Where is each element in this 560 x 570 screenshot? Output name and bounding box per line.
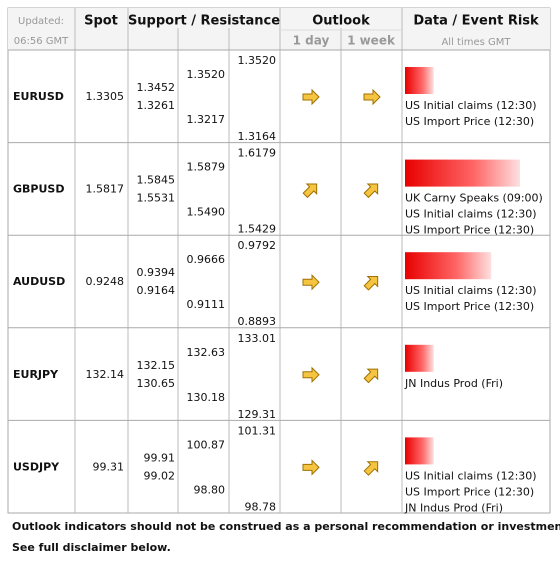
spot: 132.14 [86,368,125,381]
event: US Initial claims (12:30) [405,284,537,297]
footer-line: See full disclaimer below. [12,541,171,554]
day-header: 1 day [293,34,330,48]
resistance: 101.31 [238,424,277,437]
resistance: 99.91 [144,451,176,464]
spot: 0.9248 [86,275,125,288]
support: 98.78 [245,500,277,513]
outlook-arrow [363,276,379,291]
support: 129.31 [238,408,277,421]
pair: EURJPY [13,368,59,381]
support: 1.5490 [187,206,226,219]
arrow-shape [302,366,320,384]
pair: AUDUSD [13,275,65,288]
outlook-arrow [302,183,318,199]
outlook-arrow [302,88,320,106]
risk-bar [405,437,434,465]
resistance: 132.63 [187,346,226,359]
support: 0.8893 [238,315,277,328]
outlook-arrow [363,88,381,106]
header-bg [8,8,550,50]
event: US Import Price (12:30) [405,224,534,237]
resistance: 1.3520 [187,68,226,81]
spot: 1.5817 [86,183,125,196]
week-header: 1 week [347,34,396,48]
support: 0.9111 [187,298,226,311]
resistance: 1.6179 [238,147,277,160]
support: 0.9164 [137,284,176,297]
support: 1.5429 [238,223,277,236]
event: UK Carny Speaks (09:00) [405,192,543,205]
support: 1.3217 [187,113,226,126]
pair: EURUSD [13,90,64,103]
support: 98.80 [194,483,226,496]
arrow-shape [302,273,320,291]
resistance: 100.87 [187,438,226,451]
outlook-header: Outlook [312,14,370,29]
resistance: 0.9394 [137,266,176,279]
resistance: 0.9666 [187,253,226,266]
outlook-arrow [302,366,320,384]
event: US Initial claims (12:30) [405,99,537,112]
risk-bar [405,67,434,94]
resistance: 1.3452 [137,81,176,94]
support: 99.02 [144,469,176,482]
risk-bar [405,159,520,187]
outlook-arrow [363,461,379,476]
event: JN Indus Prod (Fri) [404,377,503,390]
footer-line: Outlook indicators should not be constru… [12,520,560,533]
event: US Import Price (12:30) [405,115,534,128]
arrow-shape [363,461,379,476]
resistance: 1.5879 [187,161,226,174]
arrow-shape [363,276,379,291]
pair: USDJPY [13,460,60,473]
times-note: All times GMT [441,37,511,48]
support: 130.18 [187,391,226,404]
outlook-arrow [302,459,320,476]
support: 130.65 [137,377,176,390]
support: 1.3164 [238,130,277,143]
event: US Import Price (12:30) [405,485,534,498]
resistance: 0.9792 [238,239,277,252]
arrow-shape [363,88,381,106]
spot: 1.3305 [86,90,125,103]
event: JN Indus Prod (Fri) [404,501,503,514]
arrow-shape [363,368,379,384]
spot: 99.31 [93,460,125,473]
arrow-shape [302,183,318,199]
event: US Import Price (12:30) [405,300,534,313]
event: US Initial claims (12:30) [405,469,537,482]
resistance: 1.5845 [137,174,176,187]
event: US Initial claims (12:30) [405,208,537,221]
support: 1.3261 [137,99,176,112]
support: 1.5531 [137,192,176,205]
risk-bar [405,344,434,372]
risk-header: Data / Event Risk [413,14,539,29]
updated-time: 06:56 GMT [14,36,69,47]
arrow-shape [302,88,320,106]
arrow-shape [302,459,320,476]
risk-bar [405,252,492,280]
outlook-arrow [363,368,379,384]
outlook-arrow [363,183,379,199]
updated-label: Updated: [18,16,64,27]
pair: GBPUSD [13,183,64,196]
sr-header: Support / Resistance [128,14,280,29]
resistance: 133.01 [238,332,277,345]
spot-header: Spot [84,14,118,29]
outlook-arrow [302,273,320,291]
resistance: 132.15 [137,359,176,372]
arrow-shape [363,183,379,199]
resistance: 1.3520 [238,54,277,67]
